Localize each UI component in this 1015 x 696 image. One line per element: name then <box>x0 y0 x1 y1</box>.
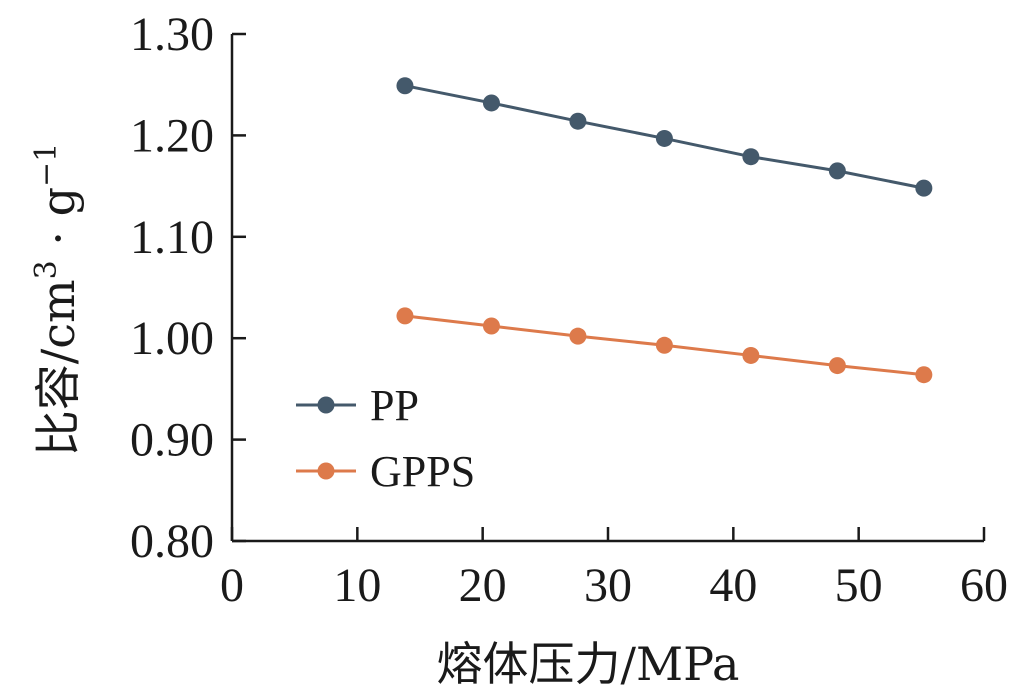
x-tick-label-20: 20 <box>459 559 507 612</box>
data-point-gpps-7 <box>915 366 933 384</box>
data-point-gpps-4 <box>655 336 673 354</box>
legend-item-gpps: GPPS <box>296 447 475 496</box>
y-tick-label-0.80: 0.80 <box>130 515 214 568</box>
y-tick-label-1.10: 1.10 <box>130 211 214 264</box>
x-axis-title: 熔体压力/MPa <box>437 637 740 691</box>
data-point-pp-2 <box>482 94 500 112</box>
series-gpps <box>396 307 933 384</box>
x-tick-label-40: 40 <box>709 559 757 612</box>
y-axis-title-sup1: 3 <box>29 260 64 279</box>
series-layer <box>396 77 933 384</box>
data-point-pp-6 <box>828 162 846 180</box>
y-axis-title-base: 比容/cm <box>31 279 85 456</box>
y-tick-label-1.30: 1.30 <box>130 8 214 61</box>
data-point-pp-7 <box>915 179 933 197</box>
y-tick-label-0.90: 0.90 <box>130 414 214 467</box>
data-point-pp-4 <box>655 129 673 147</box>
data-point-gpps-2 <box>482 317 500 335</box>
x-tick-label-50: 50 <box>835 559 883 612</box>
y-axis-title: 比容/cm3 · g−1 <box>29 143 85 457</box>
legend-marker-pp <box>317 396 335 414</box>
y-tick-label-1.00: 1.00 <box>130 312 214 365</box>
data-point-gpps-5 <box>742 346 760 364</box>
legend-item-pp: PP <box>296 381 419 430</box>
legend: PP GPPS <box>296 381 475 496</box>
data-point-pp-3 <box>569 112 587 130</box>
x-tick-label-60: 60 <box>960 559 1008 612</box>
y-axis-title-sup2: −1 <box>29 143 64 187</box>
y-tick-label-1.20: 1.20 <box>130 109 214 162</box>
data-point-gpps-1 <box>396 307 414 325</box>
x-tick-label-10: 10 <box>333 559 381 612</box>
data-point-gpps-6 <box>828 357 846 375</box>
data-point-pp-1 <box>396 77 414 95</box>
legend-label-pp: PP <box>370 381 419 430</box>
data-point-gpps-3 <box>569 327 587 345</box>
data-point-pp-5 <box>742 148 760 166</box>
series-pp <box>396 77 933 197</box>
x-tick-label-30: 30 <box>584 559 632 612</box>
ticks: 0 10 20 30 40 50 60 0.80 0.90 1.00 1.10 1.20 1.30 <box>130 8 1008 612</box>
legend-marker-gpps <box>317 462 335 480</box>
y-axis-title-mid: · g <box>31 187 85 260</box>
x-tick-label-0: 0 <box>220 559 244 612</box>
axes <box>230 34 984 543</box>
legend-label-gpps: GPPS <box>370 447 475 496</box>
